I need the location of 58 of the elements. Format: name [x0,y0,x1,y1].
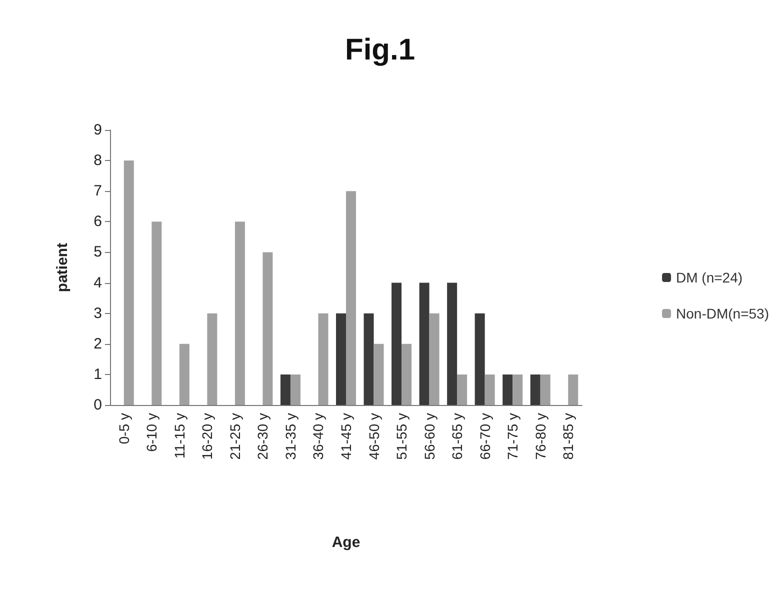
bar [512,374,523,405]
bar [540,374,550,405]
x-tick-label: 56-60 y [421,413,438,460]
y-tick-label: 9 [94,122,102,138]
x-tick-label: 16-20 y [199,413,216,460]
x-tick-label: 71-75 y [504,413,521,460]
legend-label: DM (n=24) [676,270,743,286]
y-tick-label: 7 [94,182,102,200]
y-tick-label: 1 [94,366,102,383]
bar [280,374,290,405]
legend-label: Non-DM(n=53) [676,306,770,322]
bar [429,313,440,405]
x-tick-label: 61-65 y [449,413,466,460]
y-tick-label: 8 [94,152,102,170]
y-tick-label: 3 [94,304,102,322]
y-tick-label: 2 [94,335,102,352]
x-tick-label: 51-55 y [394,413,410,460]
chart-title: Fig.1 [344,34,416,66]
bar [402,344,412,405]
bar [179,344,190,405]
bar [124,160,134,405]
x-tick-label: 81-85 y [560,413,576,460]
bar [484,374,495,405]
y-tick-label: 5 [94,244,102,261]
bar [374,344,384,405]
x-tick-label: 11-15 y [171,413,188,459]
bar [234,222,245,405]
x-tick-label: 26-30 y [254,413,271,460]
y-tick-label: 6 [94,213,102,230]
bar [290,374,300,405]
x-tick-label: 36-40 y [310,413,326,460]
bar [530,374,540,405]
x-tick-label: 0-5 y [116,413,132,444]
x-tick-label: 21-25 y [226,413,243,460]
bar [262,252,273,405]
bar [568,374,578,405]
y-tick-label: 0 [94,396,102,414]
bar [392,282,402,405]
bar [346,191,356,405]
bar [447,282,458,405]
bar [207,313,218,405]
x-tick-label: 41-45 y [338,413,354,460]
x-tick-label: 76-80 y [532,413,548,460]
bar [457,374,468,405]
x-tick-label: 31-35 y [282,413,298,460]
x-tick-label: 66-70 y [476,413,493,460]
y-axis-title: patient [54,242,71,292]
x-tick-label: 6-10 y [144,413,160,452]
bar [336,313,346,405]
y-tick-label: 4 [94,274,102,292]
bar [364,313,374,405]
bar [152,222,162,405]
x-axis-title: Age [332,534,360,551]
bar [318,313,328,405]
x-tick-label: 46-50 y [366,413,382,460]
bar [419,282,430,405]
bar [502,374,513,405]
bar [474,313,485,405]
